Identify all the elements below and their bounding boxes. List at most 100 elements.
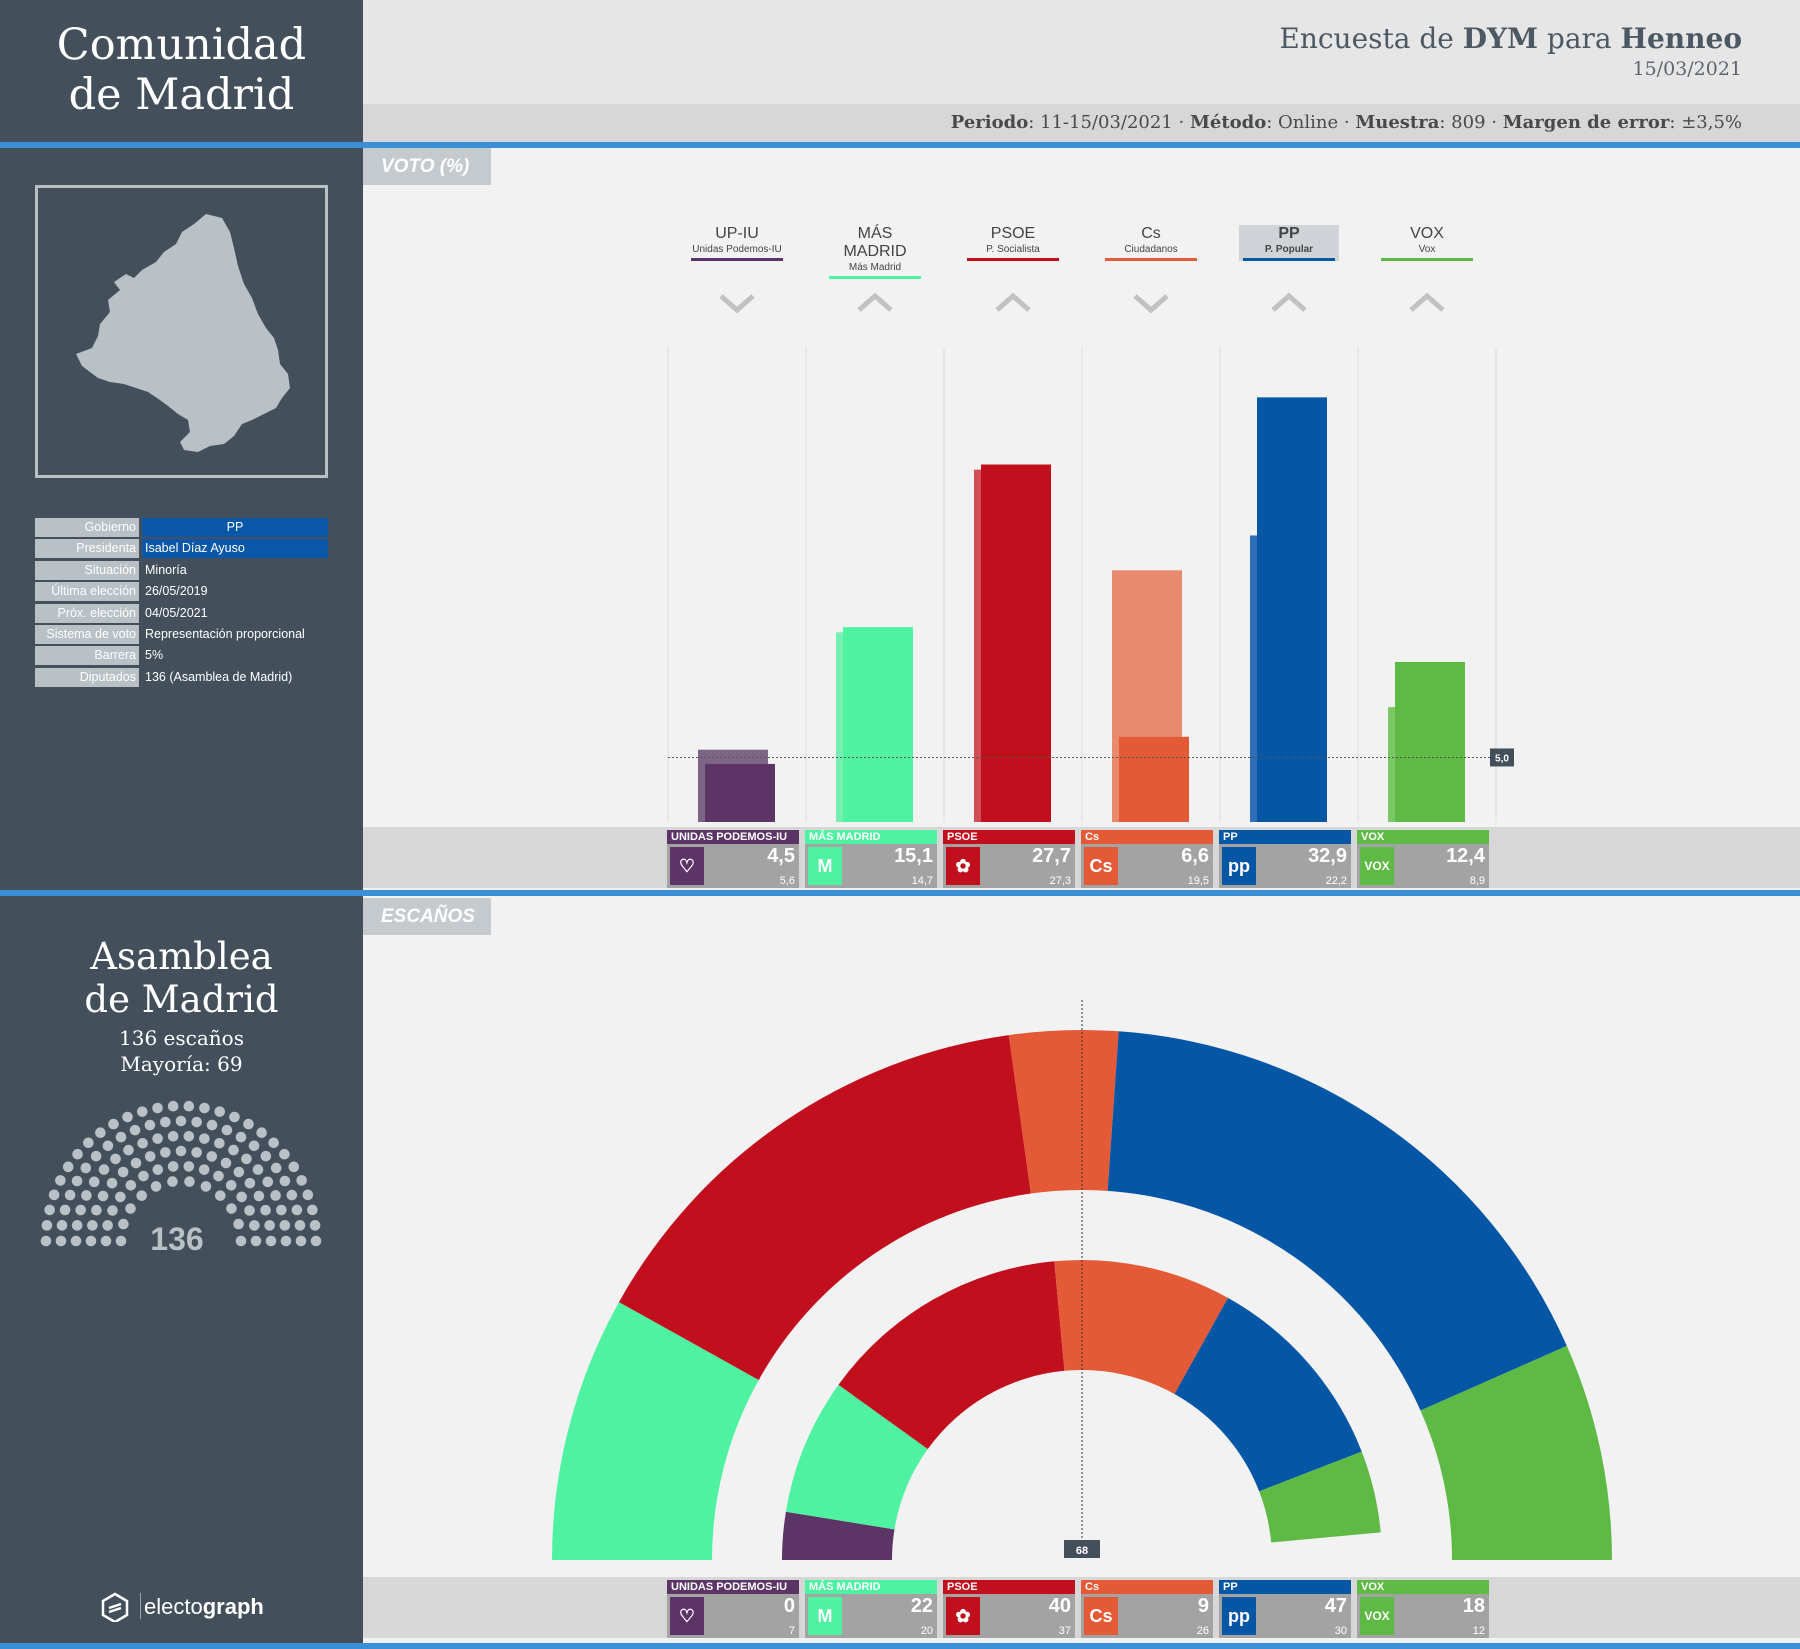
seat-dot [243, 1118, 254, 1130]
result-box-up-iu: UNIDAS PODEMOS-IU ♡ 0 7 [667, 1580, 799, 1638]
info-value: 04/05/2021 [145, 605, 208, 620]
result-previous: 30 [1334, 1625, 1347, 1637]
info-value: Isabel Díaz Ayuso [142, 539, 328, 559]
bar-current [981, 464, 1051, 822]
seat-dot [150, 1181, 162, 1192]
result-value: 9 [1197, 1595, 1209, 1617]
threshold-badge [1490, 748, 1514, 767]
seat-dot [250, 1235, 262, 1247]
seat-dot [167, 1130, 179, 1142]
party-color-line [1105, 258, 1197, 261]
seat-dot [184, 1176, 195, 1187]
info-label: Próx. elección [35, 603, 139, 623]
seat-dot [130, 1157, 142, 1169]
m-icon: M [808, 1597, 842, 1635]
seat-dot [206, 1119, 218, 1131]
seat-dot [123, 1144, 134, 1156]
seat-dot [55, 1235, 67, 1247]
seat-dot [138, 1170, 149, 1182]
result-value: 27,7 [1032, 845, 1071, 867]
seat-dot [183, 1130, 195, 1142]
seat-dot [152, 1102, 163, 1114]
seat-dot [55, 1175, 66, 1186]
seat-dot [248, 1140, 260, 1152]
result-value: 4,5 [767, 845, 795, 867]
result-value: 12,4 [1446, 845, 1485, 867]
seat-dot [81, 1190, 92, 1201]
chevron-down-icon [1133, 294, 1169, 314]
party-abbr: PSOE [990, 225, 1036, 242]
seat-dot [129, 1124, 141, 1136]
info-row: Presidenta Isabel Díaz Ayuso [35, 539, 328, 559]
result-box-label: MÁS MADRID [805, 830, 937, 844]
info-value: 5% [145, 648, 164, 663]
seat-dot [152, 1133, 163, 1144]
seat-dot [71, 1175, 83, 1187]
result-value: 40 [1048, 1595, 1071, 1617]
heart-icon: ♡ [670, 847, 704, 885]
seat-arc-cs [1054, 1260, 1228, 1395]
result-box-pp: PP pp 32,9 22,2 [1219, 830, 1351, 888]
result-value: 47 [1324, 1595, 1347, 1617]
divider-top [0, 142, 1800, 148]
seat-dot [137, 1137, 148, 1149]
seat-dot [233, 1166, 245, 1178]
result-box-psoe: PSOE ✿ 40 37 [943, 1580, 1075, 1638]
seat-dot [229, 1111, 240, 1123]
result-value: 18 [1462, 1595, 1485, 1617]
result-box-vox: VOX VOX 18 12 [1357, 1580, 1489, 1638]
party-color-line [967, 258, 1059, 261]
region-title-line1: Comunidad [56, 20, 307, 70]
seat-dot [62, 1161, 74, 1173]
seat-arc-vox [1420, 1345, 1612, 1560]
result-box-body: pp 32,9 22,2 [1219, 844, 1351, 888]
poll-meta: Periodo: 11-15/03/2021 · Método: Online … [950, 112, 1742, 133]
party-header-vox: VOX Vox [1377, 225, 1477, 261]
info-value: 136 (Asamblea de Madrid) [145, 669, 293, 684]
seat-dot [167, 1100, 179, 1112]
result-value: 22 [910, 1595, 933, 1617]
result-value: 15,1 [894, 845, 933, 867]
seat-dot [56, 1220, 68, 1231]
result-previous: 27,3 [1049, 875, 1071, 887]
seat-dot [191, 1147, 202, 1158]
info-label: Última elección [35, 582, 139, 602]
party-color-line [1243, 258, 1335, 261]
cs-icon: Cs [1084, 847, 1118, 885]
rose-icon: ✿ [946, 847, 980, 885]
party-color-line [829, 276, 921, 279]
info-row: Sistema de voto Representación proporcion… [35, 625, 328, 644]
result-box-body: VOX 18 12 [1357, 1594, 1489, 1638]
party-abbr: Cs [1141, 225, 1161, 242]
seat-dot [87, 1220, 98, 1231]
party-header-up-iu: UP-IU Unidas Podemos-IU [687, 225, 787, 261]
result-previous: 22,2 [1325, 875, 1347, 887]
section-tab-seats: ESCAÑOS [363, 898, 491, 935]
heart-icon: ♡ [670, 1597, 704, 1635]
m-icon: M [808, 847, 842, 885]
assembly-total-seats: 136 [150, 1221, 203, 1257]
party-name: Ciudadanos [1124, 244, 1178, 255]
seat-dot [225, 1179, 237, 1191]
seat-dot [136, 1190, 148, 1201]
seat-dot [268, 1137, 279, 1149]
seat-dot [125, 1179, 137, 1191]
vox-icon: VOX [1360, 1597, 1394, 1635]
info-label: Barrera [35, 646, 139, 666]
seat-dot [41, 1220, 53, 1231]
result-previous: 7 [788, 1625, 795, 1637]
seat-dot [167, 1161, 179, 1172]
seat-dot [102, 1140, 114, 1152]
seat-dot [118, 1218, 129, 1230]
majority-badge [1064, 1540, 1100, 1558]
seat-dot [136, 1106, 148, 1117]
result-box-body: Cs 6,6 19,5 [1081, 844, 1213, 888]
result-box-body: VOX 12,4 8,9 [1357, 844, 1489, 888]
result-box-label: PSOE [943, 1580, 1075, 1594]
party-name: Unidas Podemos-IU [692, 244, 782, 255]
party-name: Más Madrid [848, 262, 902, 273]
party-header-pp: PP P. Popular [1239, 225, 1339, 261]
seat-arc-pp [1107, 1031, 1567, 1411]
info-label: Diputados [35, 667, 139, 687]
info-label: Situación [35, 560, 139, 580]
